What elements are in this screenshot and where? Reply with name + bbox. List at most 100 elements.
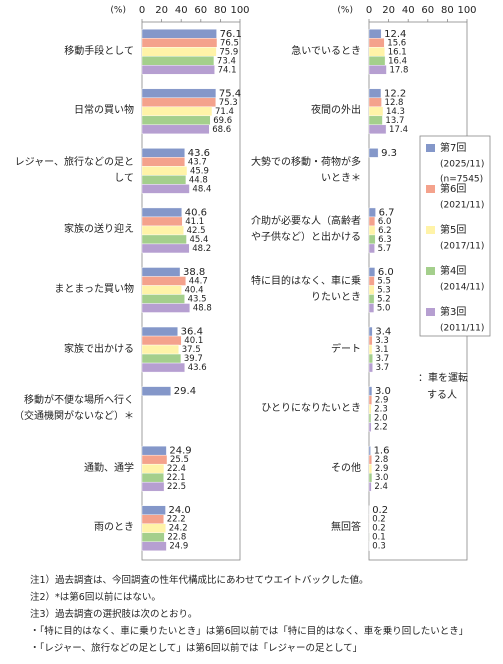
value-label: 13.7 xyxy=(385,116,404,126)
bar xyxy=(141,472,164,483)
bar xyxy=(368,88,382,99)
value-label: 3.4 xyxy=(375,327,391,338)
value-label: 48.2 xyxy=(192,244,211,254)
bar xyxy=(368,38,385,48)
value-label: 2.3 xyxy=(374,405,388,415)
value-label: 5.3 xyxy=(377,286,391,296)
bar xyxy=(368,353,373,364)
bar xyxy=(141,481,165,492)
x-tick-label: 60 xyxy=(421,5,434,16)
value-label: 15.6 xyxy=(387,38,406,48)
x-tick-label: 0 xyxy=(366,5,372,16)
bar xyxy=(368,362,373,373)
bar xyxy=(141,514,164,524)
bar xyxy=(368,326,373,337)
value-label: 2.9 xyxy=(375,396,389,406)
axis-unit: (%) xyxy=(337,6,353,16)
legend-label: 第4回 xyxy=(440,264,466,277)
bar xyxy=(141,523,166,533)
value-label: 2.4 xyxy=(374,482,388,492)
value-label: 75.3 xyxy=(219,98,238,108)
x-tick-label: 80 xyxy=(441,5,454,16)
bar xyxy=(141,207,182,218)
value-label: 68.6 xyxy=(212,125,231,135)
legend-swatch xyxy=(426,267,435,275)
bar xyxy=(141,175,187,185)
bar xyxy=(141,532,165,542)
bar xyxy=(368,285,375,295)
value-label: 42.5 xyxy=(187,226,206,236)
value-label: 44.7 xyxy=(189,277,208,287)
category-label: 夜間の外出 xyxy=(311,105,361,117)
value-label: 48.4 xyxy=(192,184,211,194)
bar xyxy=(368,303,375,313)
value-label: 5.7 xyxy=(378,244,392,254)
x-tick-label: 20 xyxy=(382,5,395,16)
bar xyxy=(368,148,379,158)
bar xyxy=(141,335,182,346)
bar xyxy=(141,353,182,364)
bar xyxy=(141,344,179,355)
value-label: 6.2 xyxy=(378,226,392,236)
category-label: その他 xyxy=(331,462,361,474)
bar xyxy=(141,234,187,245)
bar xyxy=(141,285,182,295)
value-label: 17.4 xyxy=(389,125,408,135)
bar xyxy=(368,243,375,254)
value-label: 76.5 xyxy=(220,38,239,48)
bar xyxy=(368,97,382,108)
bar xyxy=(368,115,383,126)
bar xyxy=(368,472,373,483)
category-label: ひとりになりたいとき xyxy=(261,403,361,415)
value-label: 3.0 xyxy=(375,386,391,397)
bar xyxy=(141,97,216,108)
category-label: デート xyxy=(331,343,361,355)
value-label: 6.0 xyxy=(378,217,392,227)
legend-swatch xyxy=(426,185,435,193)
value-label: 43.7 xyxy=(188,157,207,167)
legend-label: 第5回 xyxy=(440,223,466,236)
category-label: 特に目的はなく、車に乗りたいとき xyxy=(251,276,361,303)
legend-label: 第7回 xyxy=(440,141,466,154)
value-label: 40.1 xyxy=(184,336,203,346)
annotation: ：車を運転 xyxy=(418,371,468,384)
value-label: 24.0 xyxy=(169,505,191,516)
category-label: まとまった買い物 xyxy=(54,284,134,295)
legend-period: (2021/11) xyxy=(440,201,484,211)
footnote: 注3）過去調査の選択肢は次のとおり。 xyxy=(30,609,198,620)
axis-unit: (%) xyxy=(110,6,126,16)
x-tick-label: 80 xyxy=(214,5,227,16)
value-label: 69.6 xyxy=(213,116,232,126)
value-label: 43.6 xyxy=(188,148,210,159)
value-label: 5.0 xyxy=(377,304,391,314)
value-label: 24.9 xyxy=(169,542,188,552)
footnote: ・「特に目的はなく、車に乗りたいとき」は第6回以前では「特に目的はなく、車を乗り… xyxy=(30,626,469,637)
value-label: 45.9 xyxy=(190,166,209,176)
category-label: 通勤、通学 xyxy=(84,462,134,474)
bar xyxy=(141,225,184,236)
value-label: 3.1 xyxy=(375,345,389,355)
footnote: 注2）*は第6回以前にはない。 xyxy=(30,592,161,603)
value-label: 22.2 xyxy=(167,515,186,525)
value-label: 2.9 xyxy=(375,464,389,474)
bar xyxy=(368,216,376,227)
bar xyxy=(368,404,372,414)
x-tick-label: 100 xyxy=(457,5,476,16)
bar xyxy=(141,267,181,277)
value-label: 38.8 xyxy=(183,267,205,278)
value-label: 22.1 xyxy=(167,473,186,483)
value-label: 16.4 xyxy=(388,56,407,66)
bar xyxy=(368,481,372,492)
value-label: 5.2 xyxy=(377,295,391,305)
bar xyxy=(141,294,185,304)
bar xyxy=(141,124,210,135)
bar xyxy=(368,386,373,396)
category-label: 介助が必要な人（高齢者や子供など）と出かける xyxy=(251,216,361,244)
x-tick-label: 20 xyxy=(155,5,168,16)
legend-period: (2011/11) xyxy=(440,324,484,334)
bar xyxy=(368,463,373,474)
value-label: 74.1 xyxy=(218,65,237,75)
value-label: 2.0 xyxy=(374,414,388,424)
bar xyxy=(141,463,165,474)
bar xyxy=(368,207,376,218)
